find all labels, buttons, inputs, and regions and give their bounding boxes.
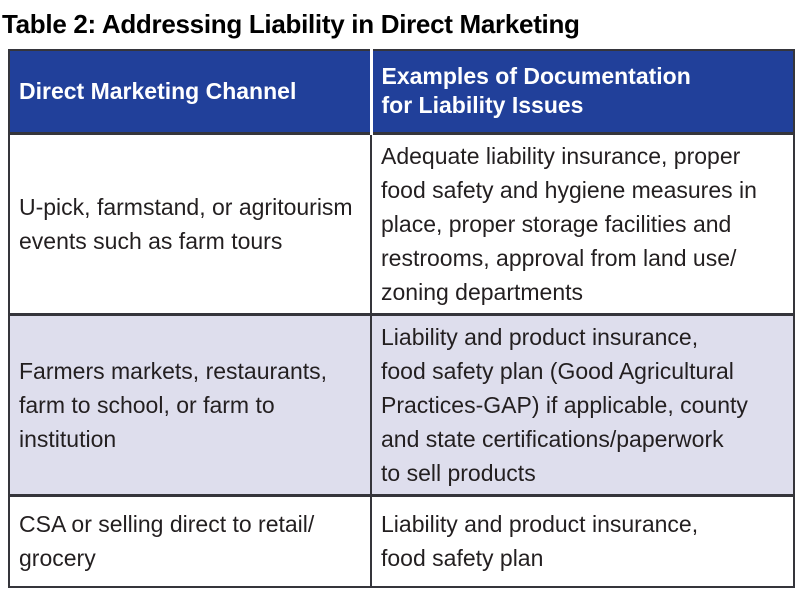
cell-documentation-upick: Adequate liability insurance, proper foo…	[370, 131, 795, 315]
cell-documentation-csa: Liability and product insurance, food sa…	[370, 493, 795, 588]
table-row: CSA or selling direct to retail/ grocery…	[8, 493, 795, 588]
cell-channel-farmers-markets: Farmers markets, restaurants, farm to sc…	[8, 312, 372, 496]
column-header-documentation: Examples of Documentation for Liability …	[369, 49, 795, 134]
header-row: Direct Marketing Channel Examples of Doc…	[8, 49, 795, 134]
column-header-channel: Direct Marketing Channel	[8, 49, 372, 134]
table-row: U-pick, farmstand, or agritourism events…	[8, 131, 795, 315]
table-row: Farmers markets, restaurants, farm to sc…	[8, 312, 795, 496]
cell-channel-csa: CSA or selling direct to retail/ grocery	[8, 493, 372, 588]
document-page: Table 2: Addressing Liability in Direct …	[0, 7, 800, 600]
cell-channel-upick: U-pick, farmstand, or agritourism events…	[8, 131, 372, 315]
cell-documentation-farmers-markets: Liability and product insurance, food sa…	[370, 312, 795, 496]
liability-table: Direct Marketing Channel Examples of Doc…	[8, 49, 795, 588]
table-title: Table 2: Addressing Liability in Direct …	[2, 9, 580, 39]
